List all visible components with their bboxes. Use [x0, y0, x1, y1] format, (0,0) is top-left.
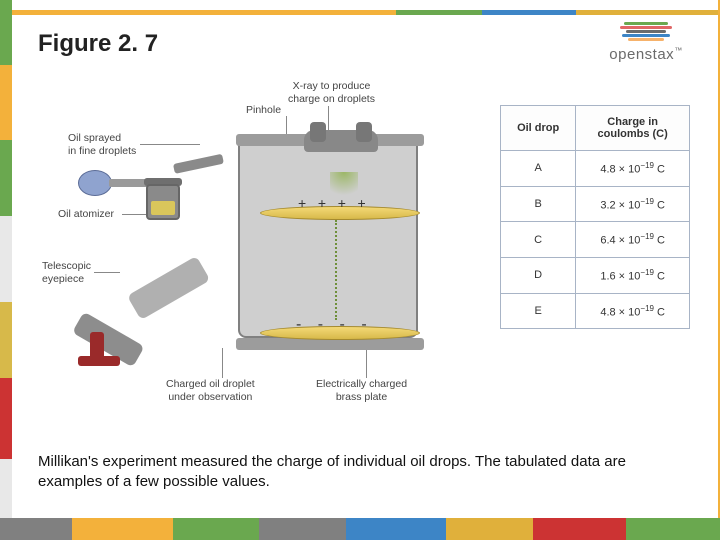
border-seg: [288, 10, 396, 15]
table-header-drop: Oil drop: [501, 106, 576, 151]
cell-drop: A: [501, 151, 576, 187]
cell-charge: 3.2 × 10−19 C: [576, 186, 690, 222]
border-seg: [173, 518, 259, 540]
border-seg: [446, 518, 532, 540]
border-seg: [0, 0, 12, 65]
table-row: E4.8 × 10−19 C: [501, 293, 690, 329]
label-plate: Electrically charged brass plate: [316, 378, 407, 404]
scope-base: [78, 356, 120, 366]
border-seg: [576, 10, 720, 15]
border-bottom: [0, 518, 720, 540]
figure-caption: Millikan's experiment measured the charg…: [38, 452, 682, 493]
pinhole-lid: [304, 130, 378, 152]
atomizer-nozzle: [109, 179, 149, 187]
droplet-path: [335, 220, 337, 320]
border-seg: [0, 10, 288, 15]
atomizer-spout: [173, 154, 224, 174]
scope-tube: [127, 256, 210, 320]
millikan-diagram: X-ray to produce charge on droplets Pinh…: [38, 80, 468, 410]
content-area: X-ray to produce charge on droplets Pinh…: [38, 80, 690, 470]
border-seg: [0, 65, 12, 141]
atomizer-jar: [146, 184, 180, 220]
cell-drop: B: [501, 186, 576, 222]
border-seg: [626, 518, 720, 540]
border-seg: [396, 10, 482, 15]
border-seg: [0, 140, 12, 216]
table-header-charge: Charge in coulombs (C): [576, 106, 690, 151]
table-row: D1.6 × 10−19 C: [501, 257, 690, 293]
plus-signs: + + + +: [298, 195, 366, 211]
openstax-logo: openstax™: [596, 20, 696, 64]
cell-charge: 6.4 × 10−19 C: [576, 222, 690, 258]
logo-tm: ™: [674, 46, 683, 55]
cell-charge: 1.6 × 10−19 C: [576, 257, 690, 293]
cell-drop: C: [501, 222, 576, 258]
charge-table: Oil drop Charge in coulombs (C) A4.8 × 1…: [500, 105, 690, 329]
th-text: Oil drop: [517, 122, 559, 134]
border-seg: [482, 10, 576, 15]
cell-charge: 4.8 × 10−19 C: [576, 151, 690, 187]
apparatus: + + + + - - - -: [228, 110, 428, 370]
border-seg: [0, 302, 12, 378]
border-left: [0, 0, 12, 540]
figure-title: Figure 2. 7: [38, 30, 158, 58]
leader-line: [140, 144, 200, 145]
label-xray: X-ray to produce charge on droplets: [288, 80, 375, 106]
border-seg: [346, 518, 447, 540]
cell-charge: 4.8 × 10−19 C: [576, 293, 690, 329]
atomizer-bulb: [78, 170, 112, 196]
table-row: C6.4 × 10−19 C: [501, 222, 690, 258]
border-seg: [533, 518, 627, 540]
brass-plate-bottom: [260, 326, 420, 340]
border-seg: [0, 378, 12, 459]
border-seg: [0, 216, 12, 302]
border-seg: [72, 518, 173, 540]
chamber: + + + + - - - -: [238, 138, 418, 338]
label-droplet: Charged oil droplet under observation: [166, 378, 255, 404]
cell-drop: D: [501, 257, 576, 293]
border-seg: [0, 518, 72, 540]
border-seg: [259, 518, 345, 540]
table-row: B3.2 × 10−19 C: [501, 186, 690, 222]
cell-drop: E: [501, 293, 576, 329]
logo-text: openstax™: [609, 46, 682, 63]
logo-word: openstax: [609, 46, 674, 63]
th-text: Charge in coulombs (C): [598, 116, 668, 140]
eyepiece: [78, 250, 238, 360]
slide: openstax™ Figure 2. 7 X-ray to produce c…: [0, 0, 720, 540]
book-stack-icon: [618, 22, 674, 44]
border-top: [0, 10, 720, 15]
table-row: A4.8 × 10−19 C: [501, 151, 690, 187]
